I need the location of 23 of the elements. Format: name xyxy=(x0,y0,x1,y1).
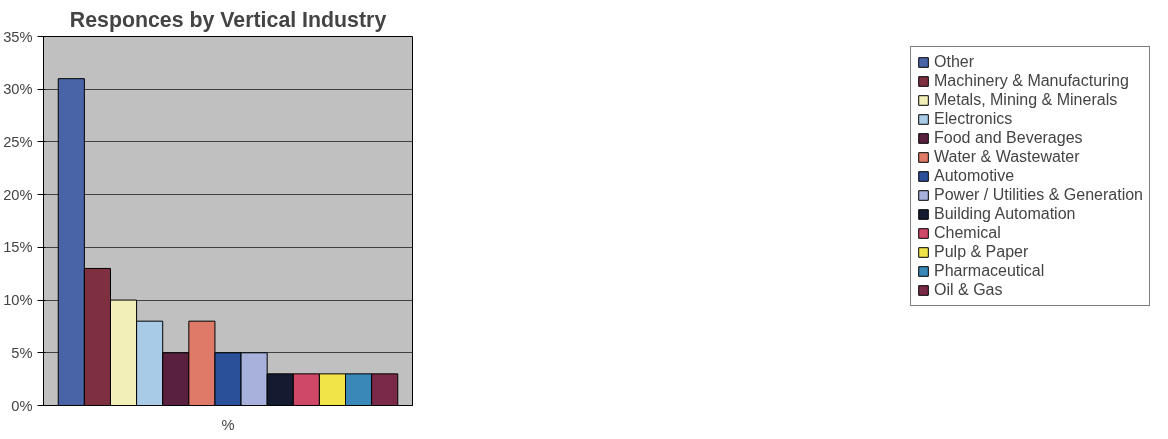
legend-label: Other xyxy=(934,53,975,71)
y-tick-label: 10% xyxy=(3,292,33,309)
legend-label: Pharmaceutical xyxy=(934,262,1045,280)
legend-label: Food and Beverages xyxy=(934,129,1083,147)
y-tick-label: 15% xyxy=(3,239,33,256)
legend-label: Machinery & Manufacturing xyxy=(934,72,1129,90)
legend-label: Chemical xyxy=(934,224,1001,242)
legend-label: Automotive xyxy=(934,167,1015,185)
y-tick-label: 25% xyxy=(3,133,33,150)
legend-label: Pulp & Paper xyxy=(934,243,1029,261)
y-tick-label: 5% xyxy=(11,344,33,361)
legend-label: Metals, Mining & Minerals xyxy=(934,91,1118,109)
y-tick-label: 20% xyxy=(3,186,33,203)
y-tick-label: 0% xyxy=(11,397,33,414)
y-tick-label: 30% xyxy=(3,81,33,98)
legend-label: Building Automation xyxy=(934,205,1076,223)
legend-label: Power / Utilities & Generation xyxy=(934,186,1143,204)
y-tick-label: 35% xyxy=(3,28,33,45)
legend-label: Electronics xyxy=(934,110,1013,128)
chart-title: Responces by Vertical Industry xyxy=(69,7,387,32)
legend-label: Water & Wastewater xyxy=(934,148,1080,166)
x-tick-label: % xyxy=(221,416,235,433)
legend-label: Oil & Gas xyxy=(934,281,1003,299)
